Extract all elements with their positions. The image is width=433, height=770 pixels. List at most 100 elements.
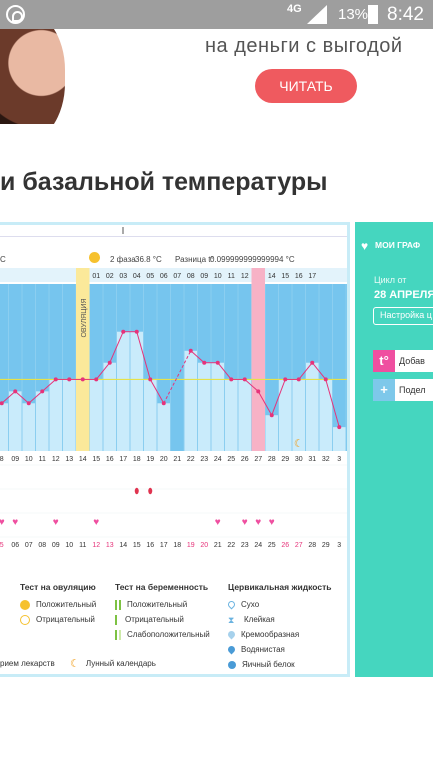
- x-day-label: 24: [214, 456, 222, 463]
- heart-marker: ♥: [0, 517, 5, 528]
- temperature-point: [26, 401, 31, 406]
- legend-item: Слабоположительный: [127, 630, 210, 639]
- date-label: 11: [79, 542, 86, 549]
- temperature-point: [40, 389, 45, 394]
- legend-item: Водянистая: [241, 645, 285, 654]
- temperature-bar: [9, 391, 22, 451]
- date-label: 06: [11, 542, 19, 549]
- scroll-handle[interactable]: [122, 227, 124, 234]
- temperature-line: [257, 391, 273, 416]
- battery-percent: 13%: [338, 6, 369, 23]
- status-bar: 4G 13% 8:42: [0, 0, 433, 29]
- temperature-chart: 01 02 03 04 05 06 07 08 09 10 11 12 13 14 15 16 17 ОВУЛЯЦ…: [0, 268, 347, 549]
- date-label: 29: [322, 542, 330, 549]
- banner-slogan: на деньги с выгодой: [205, 35, 403, 57]
- date-label: 07: [25, 542, 33, 549]
- temperature-bar: [63, 379, 76, 451]
- add-temperature-button[interactable]: t° Добав: [373, 350, 433, 372]
- temperature-bar: [306, 362, 319, 451]
- temperature-line: [190, 350, 205, 364]
- diff-value: 0.099999999999994 °C: [210, 255, 295, 264]
- heart-marker: ♥: [12, 517, 18, 528]
- temperature-line: [271, 379, 286, 416]
- x-day-label: 13: [65, 456, 73, 463]
- phase2-label: 2 фаза: [110, 255, 136, 264]
- legend-pregnancy: Тест на беременность Положительный Отриц…: [115, 582, 210, 642]
- x-day-label: 18: [133, 456, 141, 463]
- x-day-label: 17: [119, 456, 127, 463]
- x-day-label: 28: [268, 456, 276, 463]
- celsius-tail: С: [0, 255, 6, 264]
- share-button[interactable]: + Подел: [373, 379, 433, 401]
- temperature-point: [229, 377, 234, 382]
- date-label: 08: [38, 542, 46, 549]
- temperature-bar: [292, 379, 305, 451]
- moon-marker: ☾: [294, 438, 304, 450]
- heart-marker: ♥: [242, 517, 248, 528]
- legend-item: Отрицательный: [125, 615, 184, 624]
- legend-item: Яичный белок: [242, 660, 295, 669]
- date-label: 10: [65, 542, 73, 549]
- drop-filled-icon: [226, 644, 237, 655]
- temperature-point: [0, 401, 4, 406]
- cycle-day-label: 06: [160, 273, 168, 280]
- x-day-label: 27: [254, 456, 262, 463]
- temperature-point: [161, 401, 166, 406]
- date-label: 17: [160, 542, 168, 549]
- temperature-point: [269, 413, 274, 418]
- legend-item: Отрицательный: [36, 615, 95, 624]
- temperature-line: [217, 362, 232, 380]
- cycle-day-label: 02: [106, 273, 114, 280]
- x-day-label: 12: [52, 456, 60, 463]
- temperature-bar: [319, 379, 332, 451]
- cycle-day-label: 12: [241, 273, 249, 280]
- legend-item: Положительный: [36, 600, 97, 609]
- x-day-label: 10: [25, 456, 33, 463]
- plus-icon: +: [373, 379, 395, 401]
- temperature-bar: [130, 331, 143, 451]
- cycle-day-label: 04: [133, 273, 141, 280]
- heart-marker: ♥: [215, 517, 221, 528]
- ovulation-stripe: [76, 268, 90, 451]
- date-label: 19: [187, 542, 195, 549]
- temperature-line: [136, 331, 151, 380]
- share-label: Подел: [399, 385, 426, 395]
- x-day-label: 11: [39, 456, 46, 463]
- faint-bar-icon: [115, 629, 121, 640]
- cycle-day-label: 16: [295, 273, 303, 280]
- temperature-bar: [144, 379, 157, 451]
- date-label: 26: [281, 542, 289, 549]
- temperature-bar: [333, 427, 346, 451]
- legend-ovulation-title: Тест на овуляцию: [20, 582, 96, 592]
- temperature-bar: [117, 331, 130, 451]
- temperature-point: [13, 389, 18, 394]
- date-label: 25: [268, 542, 276, 549]
- horizontal-scrollbar[interactable]: [0, 225, 347, 237]
- read-button[interactable]: ЧИТАТЬ: [255, 69, 357, 103]
- cycle-day-label: 17: [308, 273, 316, 280]
- sidebar-title[interactable]: МОИ ГРАФ: [375, 240, 421, 250]
- temperature-point: [121, 329, 126, 334]
- temperature-line: [95, 362, 111, 380]
- drop-outline-icon: [226, 599, 237, 610]
- diff-label: Разница t°: [175, 255, 214, 264]
- page-title: и базальной температуры: [0, 168, 328, 196]
- legend-pregnancy-title: Тест на беременность: [115, 582, 209, 592]
- cycle-day-label: 11: [228, 273, 235, 280]
- date-label: 18: [173, 542, 181, 549]
- temperature-point: [337, 425, 342, 430]
- moon-icon: ☾: [70, 658, 80, 670]
- legend-medication: рием лекарств: [0, 656, 55, 671]
- x-day-label: 09: [11, 456, 19, 463]
- temperature-bar: [22, 403, 35, 451]
- ad-banner[interactable]: на деньги с выгодой ЧИТАТЬ: [0, 29, 433, 124]
- cycle-settings-button[interactable]: Настройка ц: [373, 307, 433, 325]
- date-label: 12: [92, 542, 100, 549]
- single-bar-icon: [115, 614, 119, 625]
- temperature-bar: [49, 379, 62, 451]
- temperature-bar: [157, 403, 170, 451]
- temperature-point: [148, 377, 153, 382]
- chart-info-row: С 2 фаза 36.8 °C Разница t° 0.0999999999…: [0, 251, 347, 268]
- cycle-day-label: 05: [146, 273, 154, 280]
- date-label: 3: [337, 542, 341, 549]
